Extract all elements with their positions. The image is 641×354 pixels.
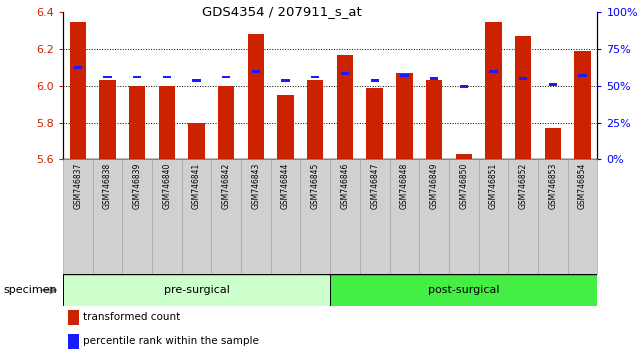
Bar xyxy=(545,128,561,159)
Text: GSM746852: GSM746852 xyxy=(519,163,528,209)
Bar xyxy=(311,75,319,79)
Bar xyxy=(99,80,115,159)
Bar xyxy=(103,75,112,79)
Bar xyxy=(515,36,531,159)
Text: GSM746853: GSM746853 xyxy=(548,163,558,209)
Text: GSM746846: GSM746846 xyxy=(340,163,349,209)
Text: GSM746841: GSM746841 xyxy=(192,163,201,209)
Bar xyxy=(63,274,330,306)
Bar xyxy=(278,95,294,159)
Bar xyxy=(129,86,146,159)
Bar xyxy=(307,80,324,159)
Bar xyxy=(241,159,271,274)
Text: specimen: specimen xyxy=(3,285,57,295)
Text: GSM746850: GSM746850 xyxy=(459,163,469,209)
Bar xyxy=(456,154,472,159)
Bar xyxy=(158,86,175,159)
Bar xyxy=(449,159,479,274)
Text: GSM746839: GSM746839 xyxy=(133,163,142,209)
Text: GSM746851: GSM746851 xyxy=(489,163,498,209)
Bar xyxy=(301,159,330,274)
Bar xyxy=(370,79,379,82)
Bar xyxy=(479,159,508,274)
Text: GSM746845: GSM746845 xyxy=(311,163,320,209)
Bar xyxy=(485,22,502,159)
Bar xyxy=(218,86,235,159)
Bar xyxy=(74,67,82,69)
Bar xyxy=(281,79,290,82)
Text: GDS4354 / 207911_s_at: GDS4354 / 207911_s_at xyxy=(202,5,362,18)
Bar xyxy=(519,78,528,80)
Bar xyxy=(419,159,449,274)
Bar xyxy=(400,74,408,77)
Text: pre-surgical: pre-surgical xyxy=(163,285,229,295)
Bar xyxy=(181,159,212,274)
Bar xyxy=(92,159,122,274)
Bar xyxy=(549,83,557,86)
Bar xyxy=(390,159,419,274)
Text: percentile rank within the sample: percentile rank within the sample xyxy=(83,336,259,346)
Bar xyxy=(460,85,468,88)
Bar xyxy=(538,159,568,274)
Bar xyxy=(489,70,497,73)
Bar xyxy=(360,159,390,274)
Bar xyxy=(568,159,597,274)
Text: post-surgical: post-surgical xyxy=(428,285,499,295)
Text: GSM746843: GSM746843 xyxy=(251,163,260,209)
Bar xyxy=(574,51,591,159)
Text: GSM746854: GSM746854 xyxy=(578,163,587,209)
Bar xyxy=(247,34,264,159)
Bar xyxy=(222,75,230,79)
Bar xyxy=(163,75,171,79)
Bar xyxy=(68,334,79,349)
Bar xyxy=(192,79,201,82)
Text: GSM746838: GSM746838 xyxy=(103,163,112,209)
Text: GSM746840: GSM746840 xyxy=(162,163,171,209)
Bar xyxy=(69,22,86,159)
Bar xyxy=(68,310,79,325)
Bar xyxy=(152,159,181,274)
Bar xyxy=(578,74,587,77)
Text: GSM746842: GSM746842 xyxy=(222,163,231,209)
Bar xyxy=(341,72,349,75)
Bar xyxy=(508,159,538,274)
Bar xyxy=(330,159,360,274)
Text: GSM746847: GSM746847 xyxy=(370,163,379,209)
Bar xyxy=(63,159,92,274)
Bar xyxy=(188,122,204,159)
Text: GSM746848: GSM746848 xyxy=(400,163,409,209)
Text: GSM746849: GSM746849 xyxy=(429,163,438,209)
Bar xyxy=(367,88,383,159)
Bar xyxy=(122,159,152,274)
Bar xyxy=(133,75,141,79)
Text: GSM746837: GSM746837 xyxy=(73,163,82,209)
Bar xyxy=(426,80,442,159)
Bar xyxy=(430,78,438,80)
Bar xyxy=(252,70,260,73)
Bar xyxy=(337,55,353,159)
Bar xyxy=(271,159,301,274)
Bar xyxy=(212,159,241,274)
Text: transformed count: transformed count xyxy=(83,312,180,322)
Text: GSM746844: GSM746844 xyxy=(281,163,290,209)
Bar xyxy=(396,73,413,159)
Bar xyxy=(330,274,597,306)
